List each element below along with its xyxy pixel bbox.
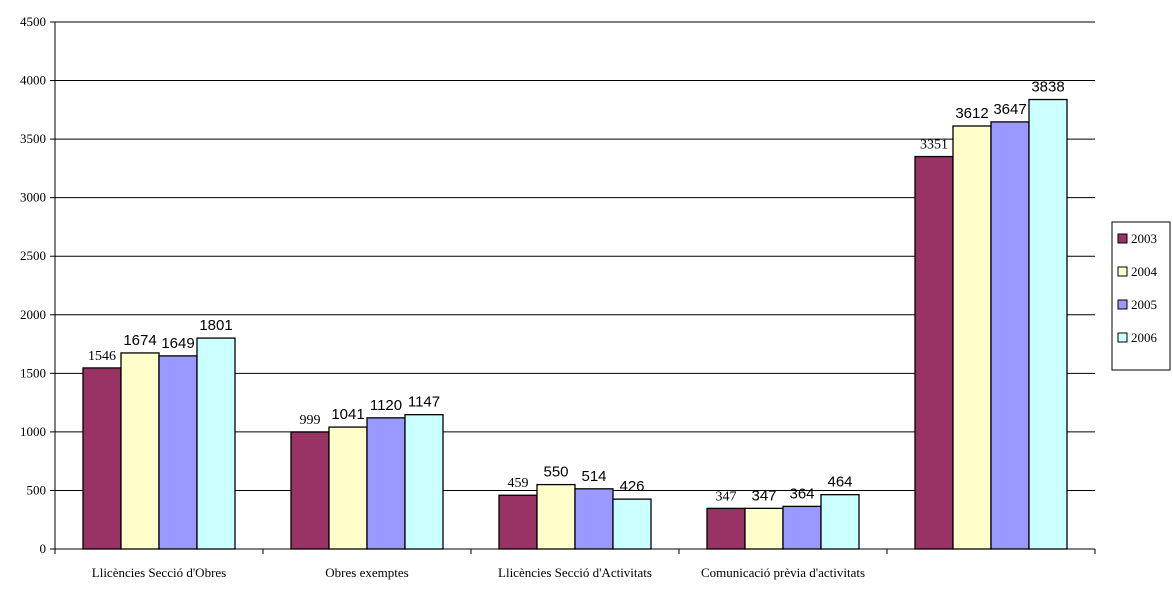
data-label: 3647 — [993, 101, 1026, 118]
data-label: 3351 — [920, 138, 948, 153]
legend-swatch — [1117, 233, 1128, 244]
legend: 2003 2004 2005 2006 — [1111, 221, 1171, 371]
data-label: 1147 — [408, 394, 440, 411]
data-label: 1546 — [88, 349, 116, 364]
data-label: 347 — [751, 487, 776, 504]
y-axis: 0 500 1000 1500 2000 2500 3000 3500 4000 4500 — [20, 14, 56, 556]
bar — [82, 367, 122, 550]
bar — [782, 505, 822, 550]
legend-swatch — [1117, 266, 1128, 277]
y-tick-label: 0 — [40, 541, 47, 556]
x-tick-label: Llicències Secció d'Activitats — [498, 565, 652, 580]
data-label: 459 — [508, 476, 529, 491]
data-label: 3612 — [955, 105, 988, 122]
legend-box — [1111, 221, 1171, 371]
bar — [366, 417, 406, 550]
data-label: 3838 — [1031, 79, 1064, 96]
y-tick-label: 1500 — [20, 365, 46, 380]
bar — [952, 125, 992, 550]
x-tick-label: Obres exemptes — [325, 565, 408, 580]
bar — [1028, 98, 1068, 550]
bar — [328, 426, 368, 550]
data-label: 426 — [619, 478, 644, 495]
bar — [404, 414, 444, 550]
bar — [612, 498, 652, 550]
legend-label: 2005 — [1131, 297, 1157, 312]
bar — [536, 483, 576, 550]
legend-swatch — [1117, 332, 1128, 343]
legend-swatch — [1117, 299, 1128, 310]
bar — [196, 337, 236, 550]
data-label: 550 — [543, 464, 568, 481]
data-label: 1674 — [123, 332, 156, 349]
data-label: 347 — [716, 489, 737, 504]
legend-label: 2004 — [1131, 264, 1158, 279]
data-label: 1801 — [199, 317, 232, 334]
bar — [744, 507, 784, 550]
data-label: 999 — [300, 413, 321, 428]
data-label: 514 — [581, 468, 606, 485]
legend-label: 2006 — [1131, 330, 1158, 345]
legend-label: 2003 — [1131, 231, 1157, 246]
bar — [820, 494, 860, 550]
data-label: 1041 — [331, 406, 364, 423]
bar — [120, 352, 160, 550]
bars — [82, 98, 1068, 550]
data-label: 1120 — [370, 397, 402, 414]
bar — [914, 155, 954, 550]
y-tick-label: 1000 — [20, 424, 46, 439]
bar — [706, 507, 746, 550]
y-tick-label: 3000 — [20, 190, 46, 205]
x-tick-label: Llicències Secció d'Obres — [92, 565, 226, 580]
data-label: 1649 — [161, 335, 194, 352]
bar — [574, 488, 614, 550]
y-tick-label: 4500 — [20, 14, 46, 29]
y-tick-label: 2500 — [20, 248, 46, 263]
data-label: 464 — [827, 474, 852, 491]
data-label: 364 — [789, 485, 814, 502]
bar — [498, 494, 538, 550]
data-labels: 1546 999 459 347 3351 1674 1041 550 347 3612 1649 1… — [88, 79, 1065, 505]
x-axis: Llicències Secció d'Obres Obres exemptes L… — [54, 548, 1096, 580]
bar — [290, 431, 330, 550]
x-tick-label: Comunicació prèvia d'activitats — [701, 565, 865, 580]
y-tick-label: 3500 — [20, 131, 46, 146]
y-tick-label: 2000 — [20, 307, 46, 322]
y-tick-label: 500 — [27, 482, 47, 497]
bar — [990, 121, 1030, 550]
y-tick-label: 4000 — [20, 73, 46, 88]
bar — [158, 355, 198, 550]
